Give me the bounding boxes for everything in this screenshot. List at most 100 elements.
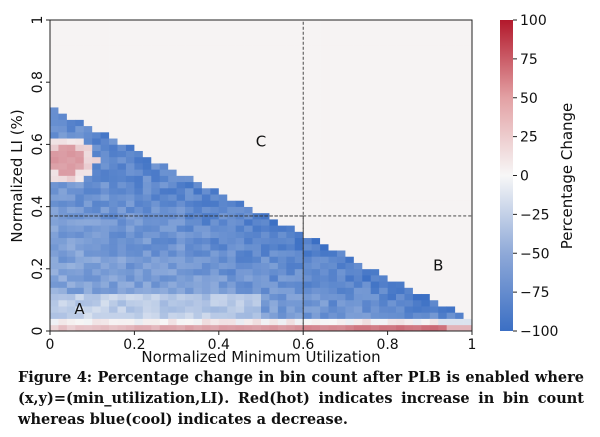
heatmap-cell [261,194,270,201]
heatmap-cell [142,243,152,251]
heatmap-cell [117,100,127,108]
heatmap-cell [370,293,380,301]
heatmap-cell [125,156,135,164]
heatmap-cell [185,88,194,95]
heatmap-cell [311,63,321,71]
heatmap-cell [50,237,59,245]
heatmap-cell [370,206,380,214]
heatmap-cell [117,175,127,183]
heatmap-cell [261,113,270,120]
heatmap-cell [311,231,321,239]
heatmap-cell [142,107,152,114]
heatmap-cell [227,268,237,276]
heatmap-cell [446,250,456,257]
heatmap-cell [303,88,312,95]
heatmap-cell [438,107,448,114]
heatmap-cell [83,75,93,83]
heatmap-cell [134,243,144,251]
heatmap-cell [92,20,101,27]
heatmap-cell [336,144,346,151]
heatmap-cell [142,69,152,77]
heatmap-cell [244,225,253,232]
heatmap-cell [201,206,211,214]
heatmap-cell [125,194,135,201]
heatmap-cell [58,206,68,214]
heatmap-cell [286,306,296,313]
heatmap-cell [218,131,228,139]
heatmap-cell [396,231,405,239]
heatmap-cell [303,293,312,301]
heatmap-cell [379,163,388,170]
heatmap-cell [370,237,380,245]
heatmap-cell [159,119,169,127]
heatmap-cell [176,125,186,133]
heatmap-cell [185,63,194,71]
heatmap-cell [100,256,110,263]
heatmap-cell [252,88,262,95]
heatmap-cell [83,138,93,145]
heatmap-cell [193,194,203,201]
heatmap-cell [201,63,211,71]
heatmap-cell [412,299,422,307]
heatmap-cell [353,131,363,139]
heatmap-cell [438,75,448,83]
heatmap-cell [438,144,448,151]
heatmap-cell [176,293,186,301]
heatmap-cell [362,20,372,27]
heatmap-cell [421,131,431,139]
heatmap-cell [83,293,93,301]
heatmap-cell [109,212,118,220]
heatmap-cell [387,206,397,214]
heatmap-cell [227,306,237,313]
heatmap-cell [193,69,203,77]
heatmap-cell [75,268,85,276]
heatmap-cell [328,69,338,77]
heatmap-cell [75,131,85,139]
heatmap-cell [311,144,321,151]
heatmap-cell [176,268,186,276]
heatmap-cell [193,144,203,151]
heatmap-cell [396,187,405,195]
heatmap-cell [75,243,85,251]
heatmap-cell [438,175,448,183]
heatmap-cell [193,268,203,276]
heatmap-cell [227,243,237,251]
heatmap-cell [396,200,405,207]
heatmap-cell [159,231,169,239]
heatmap-cell [463,69,473,77]
heatmap-cell [294,194,304,201]
heatmap-cell [117,44,127,52]
heatmap-cell [353,100,363,108]
heatmap-cell [210,32,220,40]
heatmap-cell [446,206,456,214]
heatmap-cell [421,156,431,164]
heatmap-cell [370,75,380,83]
heatmap-cell [176,169,186,176]
heatmap-cell [218,150,228,158]
heatmap-cell [66,113,76,120]
heatmap-cell [336,113,346,120]
heatmap-cell [336,275,346,282]
heatmap-cell [218,231,228,239]
heatmap-cell [421,44,431,52]
heatmap-cell [58,293,68,301]
heatmap-cell [83,219,93,226]
heatmap-cell [252,20,262,27]
heatmap-cell [50,44,59,52]
heatmap-cell [412,250,422,257]
heatmap-cell [387,306,397,313]
heatmap-cell [125,150,135,158]
heatmap-cell [176,163,186,170]
heatmap-cell [277,181,287,189]
heatmap-cell [345,119,355,127]
heatmap-cell [438,150,448,158]
heatmap-cell [328,237,338,245]
heatmap-cell [311,100,321,108]
heatmap-cell [387,51,397,58]
heatmap-cell [125,107,135,114]
heatmap-cell [370,225,380,232]
x-tick-label: 1 [468,337,477,353]
heatmap-cell [151,63,161,71]
heatmap-cell [438,125,448,133]
heatmap-cell [117,299,127,307]
